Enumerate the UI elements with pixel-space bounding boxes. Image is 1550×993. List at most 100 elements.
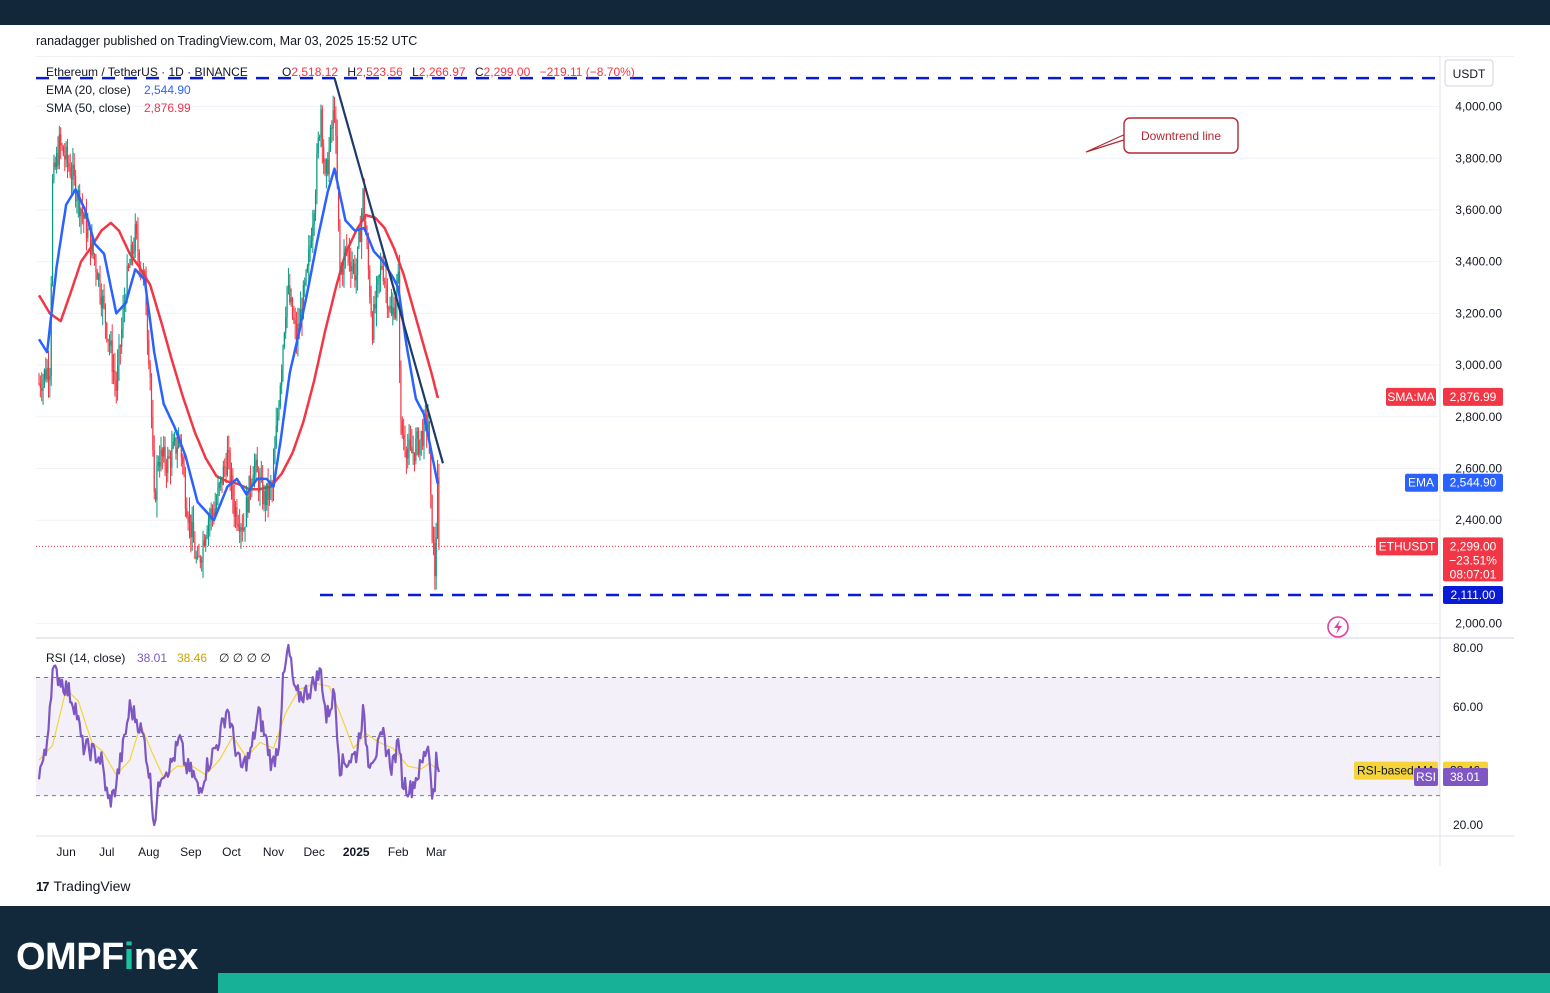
price-chart-svg[interactable]: Ethereum / TetherUS · 1D · BINANCE O2,51… — [36, 55, 1514, 866]
chart-background — [36, 56, 1514, 866]
candle-body — [60, 134, 62, 146]
ema-legend-label: EMA (20, close) — [46, 83, 131, 97]
candle-body — [431, 494, 433, 541]
candle-body — [293, 317, 295, 321]
candle-body — [430, 453, 432, 495]
candle-body — [419, 439, 421, 455]
candle-body — [111, 340, 113, 373]
tradingview-logo[interactable]: 17 TradingView — [36, 878, 131, 894]
candle-body — [394, 303, 397, 318]
candle — [137, 217, 139, 263]
candle — [46, 359, 48, 383]
candle-body — [434, 542, 436, 577]
candle-body — [114, 370, 116, 381]
candle — [431, 494, 433, 544]
candle-body — [138, 252, 140, 269]
candle-body — [335, 117, 337, 137]
candle — [225, 452, 227, 483]
candle — [180, 434, 182, 467]
alert-icon[interactable] — [1327, 616, 1349, 638]
candle — [419, 439, 421, 461]
candle-body — [228, 449, 230, 453]
candle-body — [149, 364, 151, 378]
price-tick-label: 3,000.00 — [1455, 358, 1502, 372]
candle-body — [119, 345, 121, 347]
candle-body — [298, 324, 300, 327]
ema-axis-label-text: EMA — [1408, 476, 1434, 490]
candle-body — [339, 225, 341, 273]
candle — [51, 174, 54, 287]
candle-body — [92, 239, 94, 255]
sma-axis-label: SMA:MA — [1386, 387, 1436, 406]
candle — [169, 450, 172, 485]
candle-body — [308, 249, 310, 267]
candle-body — [103, 295, 105, 305]
rsi-ma-value: 38.46 — [177, 651, 207, 665]
candle — [378, 274, 380, 294]
candle-body — [304, 282, 306, 286]
candle — [409, 425, 412, 452]
candle — [226, 436, 229, 477]
candle-body — [99, 274, 101, 298]
candle — [164, 436, 166, 477]
candle — [287, 267, 290, 295]
candle — [332, 95, 334, 141]
candle — [256, 446, 258, 473]
candle-body — [232, 475, 234, 500]
candle — [80, 207, 82, 235]
candle-body — [264, 491, 266, 505]
sma-legend-label: SMA (50, close) — [46, 101, 131, 115]
rsi-extra-values: ∅ ∅ ∅ ∅ — [219, 651, 271, 665]
candle — [222, 460, 224, 486]
candle-body — [312, 224, 314, 241]
candle — [373, 295, 375, 343]
candle-body — [134, 224, 136, 251]
candle-body — [66, 146, 69, 163]
candle — [98, 272, 100, 288]
candle-body — [188, 514, 191, 523]
candle-body — [359, 230, 361, 242]
candle-body — [203, 540, 205, 546]
candle — [308, 235, 310, 281]
candle — [119, 344, 121, 365]
currency-button[interactable]: USDT — [1444, 59, 1494, 87]
candle — [173, 431, 176, 446]
candle-body — [253, 466, 256, 475]
candle-body — [129, 264, 131, 268]
candle — [393, 296, 395, 320]
candle — [192, 505, 195, 543]
candle — [243, 513, 245, 532]
candle — [314, 189, 317, 222]
candle-body — [91, 239, 93, 256]
candle — [187, 511, 189, 531]
candle-body — [248, 475, 250, 513]
candle-body — [239, 526, 241, 532]
candle-body — [337, 185, 340, 226]
candle-body — [423, 416, 425, 447]
candle-body — [274, 446, 276, 464]
candle-body — [384, 281, 386, 283]
candle-body — [83, 213, 85, 219]
candle-body — [167, 456, 169, 473]
candle — [248, 475, 250, 513]
ema-legend-value: 2,544.90 — [144, 83, 191, 97]
time-tick-label: Feb — [388, 845, 409, 859]
candle — [83, 211, 85, 233]
candle-body — [313, 213, 315, 225]
candle-body — [117, 365, 119, 391]
candle — [107, 338, 109, 353]
candle-body — [106, 323, 108, 340]
candle-body — [362, 189, 364, 214]
ema-axis-label: EMA — [1405, 473, 1438, 492]
candle — [279, 382, 281, 410]
candle-body — [411, 446, 413, 454]
candle-body — [142, 271, 144, 276]
candle-body — [81, 209, 83, 214]
candle — [331, 120, 333, 143]
candle — [186, 497, 188, 519]
candle-body — [205, 537, 207, 546]
candle-body — [215, 501, 218, 509]
candle-body — [263, 491, 265, 505]
sma-axis-value: 2,876.99 — [1443, 387, 1503, 406]
candle — [68, 154, 70, 172]
